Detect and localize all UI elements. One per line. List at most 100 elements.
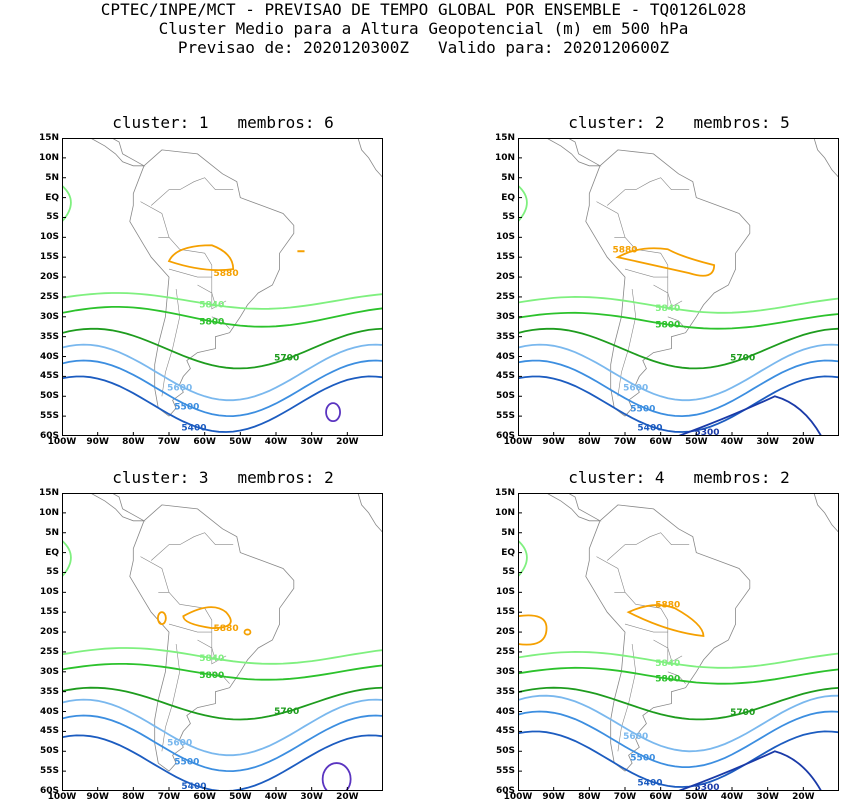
lon-tick-label: 80W — [578, 792, 601, 802]
country-border — [197, 639, 216, 660]
map-frame — [518, 493, 839, 791]
lat-tick-label: 20S — [495, 272, 515, 283]
lon-tick-label: 60W — [193, 792, 216, 802]
coastline — [89, 138, 146, 167]
contour-label-5880: 5880 — [214, 269, 239, 279]
panel-title-4: cluster: 4 membros: 2 — [568, 468, 790, 487]
contour-label-5840: 5840 — [199, 301, 224, 311]
contour-5500 — [518, 359, 839, 418]
contour-label-5840: 5840 — [655, 304, 680, 314]
lat-tick-label: 25S — [495, 291, 515, 302]
contour-5840 — [62, 185, 72, 223]
lon-tick-label: 100W — [47, 792, 77, 802]
contour-label-5840: 5840 — [199, 654, 224, 664]
country-border — [617, 288, 637, 397]
map-frame — [62, 493, 383, 791]
lat-tick-label: 55S — [495, 766, 515, 777]
coastline — [357, 138, 383, 179]
coastline — [545, 493, 602, 522]
contour-5700 — [62, 327, 383, 370]
contour-label-5700: 5700 — [730, 708, 755, 718]
lat-tick-label: 60S — [39, 431, 59, 441]
lat-tick-label: 30S — [495, 311, 515, 322]
contour-label-5300: 5300 — [695, 428, 720, 436]
lat-tick-label: 10S — [39, 587, 59, 598]
lon-tick-label: 90W — [542, 437, 565, 447]
lat-tick-label: 45S — [495, 371, 515, 382]
map-panel-4: 5840 5800 5700 5600 5500 5400 5300 5880 — [518, 493, 839, 791]
lon-tick-label: 70W — [613, 792, 637, 802]
country-border — [140, 556, 170, 593]
lat-tick-label: 50S — [39, 746, 59, 757]
lat-tick-label: 10S — [39, 232, 59, 243]
lat-tick-label: 5S — [46, 567, 59, 578]
contour-label-5400: 5400 — [637, 423, 662, 433]
lat-tick-label: 40S — [39, 351, 59, 362]
lat-tick-label: 5N — [501, 527, 515, 538]
lon-tick-label: 50W — [685, 437, 708, 447]
contour-label-5500: 5500 — [630, 754, 655, 764]
contour-label-5400: 5400 — [637, 778, 662, 788]
contour-label-5500: 5500 — [630, 405, 655, 415]
lat-tick-label: 60S — [495, 431, 515, 441]
lat-tick-label: 10S — [495, 587, 515, 598]
lat-tick-label: 45S — [39, 371, 59, 382]
contour-closed-low — [325, 402, 341, 423]
contour-5840 — [518, 650, 839, 669]
lat-tick-label: 20S — [39, 272, 59, 283]
lat-tick-label: 5S — [46, 212, 59, 223]
lon-tick-label: 40W — [264, 792, 288, 802]
lon-tick-label: 60W — [193, 437, 216, 447]
lon-tick-label: 80W — [122, 437, 145, 447]
contour-5400 — [518, 730, 839, 788]
contour-label-5800: 5800 — [655, 675, 680, 685]
lat-tick-label: 5S — [502, 567, 515, 578]
lat-tick-label: EQ — [501, 547, 515, 558]
contour-label-5880: 5880 — [214, 624, 239, 634]
lat-tick-label: 10S — [495, 232, 515, 243]
lon-tick-label: 30W — [756, 792, 779, 802]
lon-tick-label: 40W — [720, 792, 744, 802]
contour-5840 — [518, 540, 528, 578]
lon-tick-label: 20W — [336, 437, 359, 447]
lat-tick-label: 10N — [494, 152, 515, 163]
contour-5700 — [62, 686, 383, 721]
country-border — [653, 639, 672, 660]
lat-tick-label: 25S — [495, 646, 515, 657]
contour-label-5600: 5600 — [167, 383, 192, 393]
contour-5700 — [518, 686, 839, 721]
map-frame — [62, 138, 383, 436]
lon-tick-label: 90W — [542, 792, 565, 802]
country-border — [151, 177, 234, 206]
coastline — [545, 138, 602, 167]
lat-tick-label: 20S — [39, 627, 59, 638]
contour-5840 — [518, 185, 528, 223]
contour-5840 — [62, 292, 383, 310]
lon-tick-label: 90W — [86, 437, 109, 447]
contour-5400 — [62, 375, 383, 433]
country-border — [653, 284, 672, 305]
contour-label-5600: 5600 — [623, 383, 648, 393]
lon-tick-label: 30W — [300, 437, 323, 447]
lat-tick-label: 50S — [495, 746, 515, 757]
contour-5500 — [62, 714, 383, 773]
contour-label-5600: 5600 — [167, 738, 192, 748]
panel-title-2: cluster: 2 membros: 5 — [568, 113, 790, 132]
lat-tick-label: 5N — [45, 172, 59, 183]
contour-label-5400: 5400 — [181, 782, 206, 791]
contour-5400 — [518, 375, 839, 433]
map-frame — [518, 138, 839, 436]
lon-tick-label: 90W — [86, 792, 109, 802]
lat-tick-label: 55S — [495, 411, 515, 422]
contour-label-5800: 5800 — [199, 317, 224, 327]
lon-tick-label: 60W — [649, 437, 672, 447]
lat-tick-label: 15S — [495, 607, 515, 618]
country-border — [596, 556, 626, 593]
map-panel-2: 5840 5800 5700 5600 5500 5400 5300 5880 — [518, 138, 839, 436]
lat-tick-label: 35S — [39, 331, 59, 342]
contour-5600 — [518, 343, 839, 402]
contour-label-5700: 5700 — [730, 354, 755, 364]
country-border — [607, 532, 690, 561]
lat-tick-label: 40S — [495, 351, 515, 362]
main-title-line-3: Previsao de: 2020120300Z Valido para: 20… — [177, 38, 670, 57]
